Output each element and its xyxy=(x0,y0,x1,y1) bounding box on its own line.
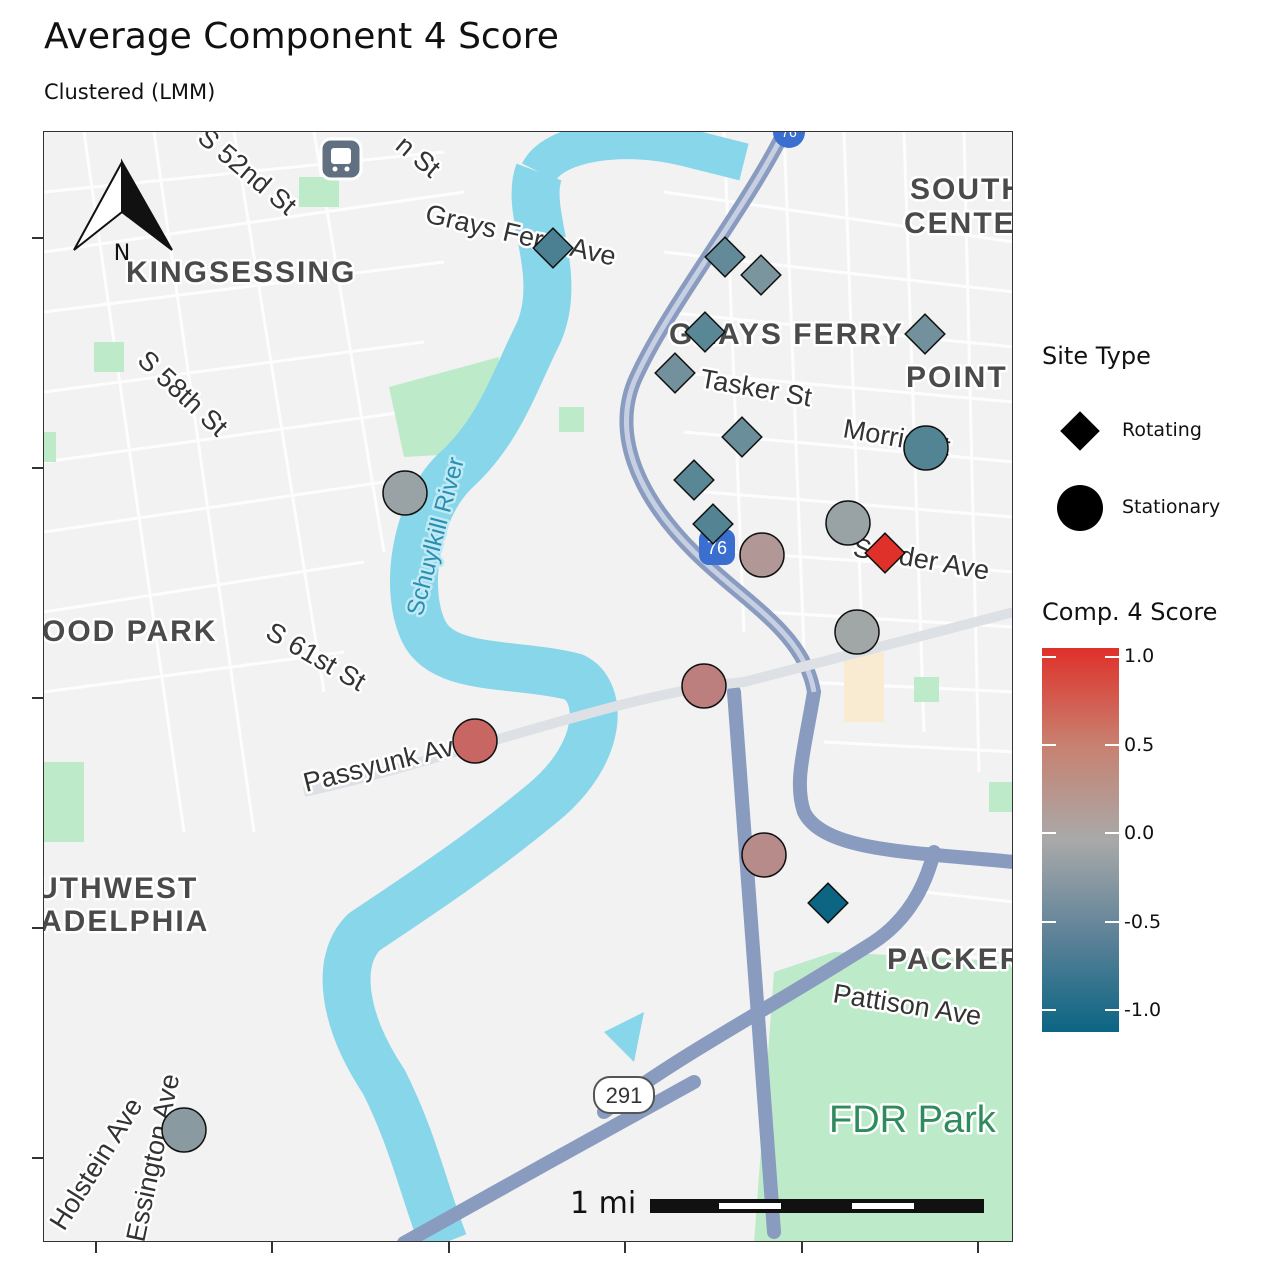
rotating-site-point[interactable] xyxy=(704,236,746,278)
legend-site-type-title: Site Type xyxy=(1042,342,1151,370)
ramp-lines xyxy=(624,132,817,693)
rotating-site-point[interactable] xyxy=(654,352,696,394)
legend-circle-icon xyxy=(1057,485,1103,531)
colorbar-ticks xyxy=(1042,656,1119,1011)
stationary-site-point[interactable] xyxy=(161,1107,207,1153)
colorbar-tick-neg-1: -1.0 xyxy=(1124,999,1162,1021)
north-label: N xyxy=(114,241,130,266)
label-n-st: n St xyxy=(390,132,446,184)
basemap: 76 76 291 KINGSESSING GRAYS FERRY POINT … xyxy=(44,132,1013,1242)
colorbar-tick-neg-0-5: -0.5 xyxy=(1124,911,1162,933)
rotating-site-point[interactable] xyxy=(532,227,574,269)
svg-text:291: 291 xyxy=(606,1083,643,1108)
schuylkill-river xyxy=(322,163,618,1241)
label-tasker-st: Tasker St xyxy=(698,363,815,412)
colorbar-tick-0-5: 0.5 xyxy=(1124,734,1155,756)
label-center: CENTER xyxy=(904,207,1013,240)
legend-score-title: Comp. 4 Score xyxy=(1042,598,1218,626)
stationary-site-point[interactable] xyxy=(452,718,498,764)
colorbar-tick-1: 1.0 xyxy=(1124,645,1155,667)
scale-bar xyxy=(650,1199,984,1213)
label-uthwest: UTHWEST xyxy=(44,872,198,905)
stationary-site-point[interactable] xyxy=(382,470,428,516)
label-kingsessing: KINGSESSING xyxy=(126,256,356,289)
label-essington-ave: Essington Ave xyxy=(121,1071,186,1242)
label-packer: PACKER xyxy=(887,943,1013,976)
train-icon xyxy=(319,137,363,181)
rotating-site-point[interactable] xyxy=(807,882,849,924)
stationary-site-point[interactable] xyxy=(903,425,949,471)
scale-bar-label: 1 mi xyxy=(570,1186,637,1221)
rotating-site-point[interactable] xyxy=(673,459,715,501)
chart-subtitle: Clustered (LMM) xyxy=(44,80,216,104)
colorbar-tick-0: 0.0 xyxy=(1124,822,1155,844)
color-scale-bar xyxy=(1042,648,1119,1032)
label-south: SOUTH xyxy=(910,173,1013,206)
label-adelphia: ADELPHIA xyxy=(44,905,209,938)
map-panel[interactable]: 76 76 291 KINGSESSING GRAYS FERRY POINT … xyxy=(43,131,1013,1242)
rotating-site-point[interactable] xyxy=(692,503,734,545)
route-shield-76-top: 76 xyxy=(773,132,805,148)
legend-diamond-icon xyxy=(1060,411,1100,451)
north-arrow-icon: N xyxy=(73,158,173,266)
stationary-site-point[interactable] xyxy=(739,532,785,578)
stationary-site-point[interactable] xyxy=(741,832,787,878)
legend-rotating-label: Rotating xyxy=(1122,419,1202,441)
rotating-site-point[interactable] xyxy=(740,254,782,296)
label-passyunk-ave: Passyunk Ave xyxy=(300,728,471,798)
site-points xyxy=(161,227,949,1153)
rotating-site-point[interactable] xyxy=(864,532,906,574)
rotating-site-point[interactable] xyxy=(721,416,763,458)
rotating-site-point[interactable] xyxy=(904,313,946,355)
label-fdr-park: FDR Park xyxy=(829,1099,997,1141)
stationary-site-point[interactable] xyxy=(825,500,871,546)
label-point: POINT xyxy=(906,361,1008,394)
chart-title: Average Component 4 Score xyxy=(44,16,559,57)
label-s-61st-st: S 61st St xyxy=(261,616,371,697)
legend-stationary-label: Stationary xyxy=(1122,496,1221,518)
route-shield-291: 291 xyxy=(593,1076,655,1114)
stationary-site-point[interactable] xyxy=(681,663,727,709)
label-ood-park: OOD PARK xyxy=(44,615,217,648)
rotating-site-point[interactable] xyxy=(684,311,726,353)
label-s-58th-st: S 58th St xyxy=(132,344,234,442)
svg-text:76: 76 xyxy=(781,132,797,140)
stationary-site-point[interactable] xyxy=(834,609,880,655)
